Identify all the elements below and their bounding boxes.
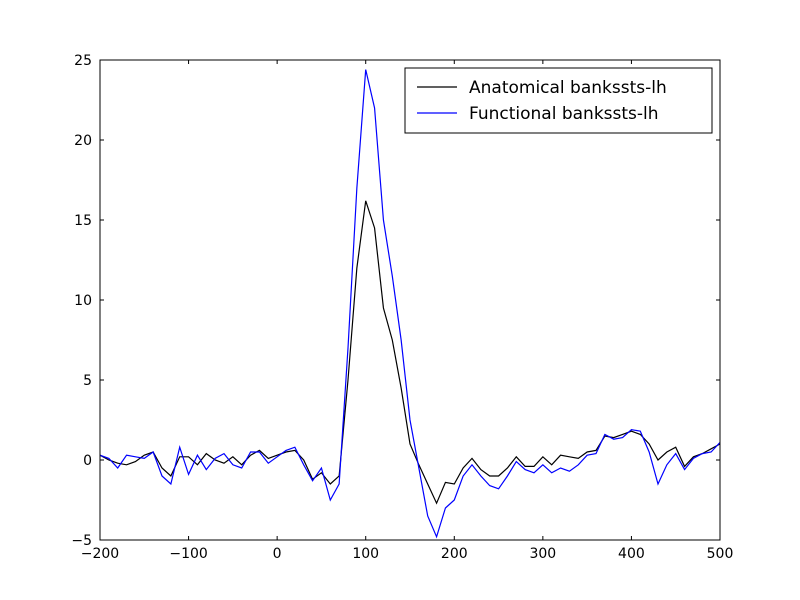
x-tick-label: −100 (169, 546, 207, 562)
x-tick-label: 300 (529, 546, 556, 562)
x-tick-label: 0 (273, 546, 282, 562)
plot-area (100, 69, 720, 539)
y-tick-label: 0 (83, 453, 92, 469)
y-tick-label: 15 (74, 213, 92, 229)
legend-box (404, 67, 713, 134)
x-tick-label: −200 (81, 546, 119, 562)
y-tick-label: 20 (74, 133, 92, 149)
x-tick-label: 100 (352, 546, 379, 562)
x-tick-label: 200 (441, 546, 468, 562)
y-tick-label: 5 (83, 373, 92, 389)
data-line (100, 69, 720, 539)
legend-label: Anatomical bankssts-lh (469, 78, 667, 98)
legend-label: Functional bankssts-lh (469, 104, 659, 124)
legend: Anatomical bankssts-lh Functional banksst… (404, 67, 713, 134)
y-tick-label: −5 (71, 533, 92, 549)
x-tick-label: 400 (618, 546, 645, 562)
data-line (100, 200, 720, 505)
y-tick-label: 10 (74, 293, 92, 309)
y-tick-label: 25 (74, 53, 92, 69)
x-tick-label: 500 (707, 546, 734, 562)
